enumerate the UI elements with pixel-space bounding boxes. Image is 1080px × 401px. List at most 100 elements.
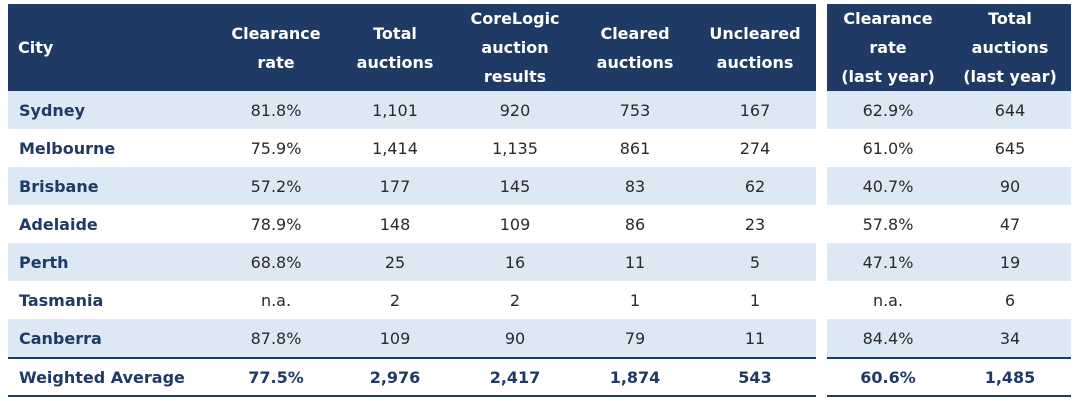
- table-row: n.a. 6: [827, 281, 1071, 319]
- header-line: Clearance rate (last year): [841, 9, 935, 86]
- header-total-auctions-last-year: Total auctions (last year): [949, 4, 1071, 91]
- header-line: Uncleared auctions: [709, 23, 801, 72]
- average-value: 1,485: [949, 357, 1071, 397]
- table-row: Melbourne 75.9% 1,414 1,135 861 274: [8, 129, 816, 167]
- value-cell: 11: [694, 319, 816, 358]
- city-cell: Adelaide: [19, 214, 98, 234]
- header-uncleared-auctions: Uncleared auctions: [694, 4, 816, 91]
- value-cell: 57.2%: [216, 167, 336, 205]
- city-cell: Tasmania: [19, 290, 104, 310]
- value-cell: 167: [694, 91, 816, 129]
- average-label: Weighted Average: [8, 357, 216, 397]
- value-cell: 274: [739, 138, 771, 158]
- value-cell: 861: [619, 138, 651, 158]
- header-corelogic-results: CoreLogic auction results: [454, 4, 576, 91]
- average-value: 2,976: [336, 357, 454, 397]
- table-row: Perth 68.8% 25 16 11 5: [8, 243, 816, 281]
- value-cell: 47.1%: [827, 243, 949, 281]
- main-table-body: Sydney 81.8% 1,101 920 753 167 Melbourne 75.9% 1…: [8, 91, 816, 397]
- header-row: City Clearance rate Total auctions CoreLog…: [8, 4, 816, 91]
- header-total-auctions: Total auctions: [336, 4, 454, 91]
- average-value: 60.6%: [827, 357, 949, 397]
- header-line: Total auctions: [356, 23, 434, 72]
- weighted-average-row: Weighted Average 77.5% 2,976 2,417 1,874 543: [8, 357, 816, 397]
- auction-results-table: City Clearance rate Total auctions CoreLog…: [8, 4, 816, 397]
- city-cell: Sydney: [8, 91, 216, 129]
- table-row: Sydney 81.8% 1,101 920 753 167: [8, 91, 816, 129]
- value-cell: 644: [949, 91, 1071, 129]
- value-cell: 19: [949, 243, 1071, 281]
- header-line: CoreLogic auction results: [470, 9, 560, 86]
- table-row: 84.4% 34: [827, 319, 1071, 358]
- value-cell: 1,101: [336, 91, 454, 129]
- value-cell: 47: [999, 214, 1021, 234]
- value-cell: 90: [454, 319, 576, 358]
- header-clearance-rate-last-year: Clearance rate (last year): [827, 4, 949, 91]
- value-cell: 145: [454, 167, 576, 205]
- table-row: 57.8% 47: [827, 205, 1071, 243]
- value-cell: 62.9%: [827, 91, 949, 129]
- value-cell: 81.8%: [216, 91, 336, 129]
- value-cell: 109: [336, 319, 454, 358]
- value-cell: 1,135: [492, 138, 538, 158]
- city-cell: Melbourne: [19, 138, 116, 158]
- header-line: Total auctions (last year): [963, 9, 1057, 86]
- value-cell: 61.0%: [862, 138, 914, 158]
- value-cell: 920: [454, 91, 576, 129]
- value-cell: 11: [576, 243, 694, 281]
- header-cleared-auctions: Cleared auctions: [576, 4, 694, 91]
- value-cell: 2: [389, 290, 401, 310]
- value-cell: n.a.: [872, 290, 904, 310]
- value-cell: 16: [454, 243, 576, 281]
- value-cell: 86: [624, 214, 646, 234]
- value-cell: n.a.: [260, 290, 292, 310]
- value-cell: 1: [749, 290, 761, 310]
- city-cell: Canberra: [8, 319, 216, 358]
- table-row: Canberra 87.8% 109 90 79 11: [8, 319, 816, 358]
- header-clearance-rate: Clearance rate: [216, 4, 336, 91]
- value-cell: 1,414: [372, 138, 418, 158]
- header-line: Clearance rate: [231, 23, 321, 72]
- value-cell: 25: [336, 243, 454, 281]
- value-cell: 148: [379, 214, 411, 234]
- average-value: 77.5%: [216, 357, 336, 397]
- value-cell: 109: [499, 214, 531, 234]
- value-cell: 645: [994, 138, 1026, 158]
- table-row: 62.9% 644: [827, 91, 1071, 129]
- value-cell: 78.9%: [250, 214, 302, 234]
- value-cell: 5: [694, 243, 816, 281]
- value-cell: 1: [629, 290, 641, 310]
- value-cell: 79: [576, 319, 694, 358]
- city-cell: Perth: [8, 243, 216, 281]
- value-cell: 83: [576, 167, 694, 205]
- average-value: 543: [694, 357, 816, 397]
- weighted-average-row: 60.6% 1,485: [827, 357, 1071, 397]
- value-cell: 87.8%: [216, 319, 336, 358]
- average-value: 2,417: [454, 357, 576, 397]
- value-cell: 90: [949, 167, 1071, 205]
- value-cell: 34: [949, 319, 1071, 358]
- value-cell: 84.4%: [827, 319, 949, 358]
- table-row: Brisbane 57.2% 177 145 83 62: [8, 167, 816, 205]
- value-cell: 6: [1004, 290, 1016, 310]
- value-cell: 75.9%: [250, 138, 302, 158]
- table-row: Tasmania n.a. 2 2 1 1: [8, 281, 816, 319]
- value-cell: 68.8%: [216, 243, 336, 281]
- last-year-table: Clearance rate (last year) Total auctions (l…: [827, 4, 1071, 397]
- value-cell: 62: [694, 167, 816, 205]
- value-cell: 40.7%: [827, 167, 949, 205]
- header-line: Cleared auctions: [596, 23, 674, 72]
- city-cell: Brisbane: [8, 167, 216, 205]
- average-value: 1,874: [576, 357, 694, 397]
- table-row: 61.0% 645: [827, 129, 1071, 167]
- table-row: 47.1% 19: [827, 243, 1071, 281]
- header-row: Clearance rate (last year) Total auctions (l…: [827, 4, 1071, 91]
- last-year-table-body: 62.9% 644 61.0% 645 40.7% 90 57.8% 47 47.1% 19 n.a…: [827, 91, 1071, 397]
- value-cell: 753: [576, 91, 694, 129]
- value-cell: 2: [509, 290, 521, 310]
- value-cell: 57.8%: [862, 214, 914, 234]
- value-cell: 177: [336, 167, 454, 205]
- header-city: City: [8, 4, 216, 91]
- value-cell: 23: [744, 214, 766, 234]
